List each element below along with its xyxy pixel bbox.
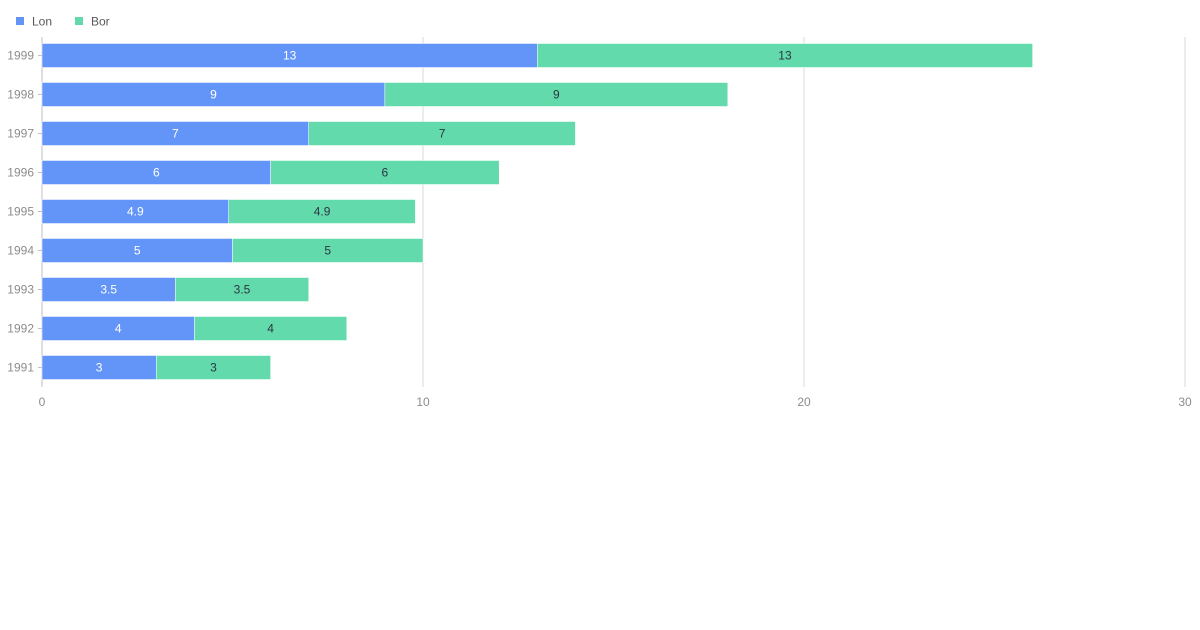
bar-bor-1996 bbox=[270, 160, 500, 185]
data-label: 6 bbox=[382, 166, 389, 180]
data-label: 4 bbox=[267, 322, 274, 336]
bar-bor-1993 bbox=[175, 277, 309, 302]
bar-bor-1994 bbox=[232, 238, 424, 263]
bar-lon-1997 bbox=[41, 121, 309, 146]
data-label: 9 bbox=[553, 88, 560, 102]
legend-marker-bor bbox=[75, 17, 83, 25]
data-label: 7 bbox=[172, 127, 179, 141]
y-tick-label: 1999 bbox=[7, 49, 34, 63]
legend-label-bor: Bor bbox=[91, 15, 110, 29]
bar-bor-1998 bbox=[384, 82, 729, 107]
y-tick-label: 1993 bbox=[7, 283, 34, 297]
data-label: 3 bbox=[96, 361, 103, 375]
data-label: 3.5 bbox=[100, 283, 117, 297]
y-tick-label: 1995 bbox=[7, 205, 34, 219]
bar-lon-1991 bbox=[41, 355, 157, 380]
bar-lon-1994 bbox=[41, 238, 233, 263]
bar-lon-1993 bbox=[41, 277, 176, 302]
y-tick-label: 1992 bbox=[7, 322, 34, 336]
data-label: 6 bbox=[153, 166, 160, 180]
bar-bor-1997 bbox=[308, 121, 576, 146]
data-label: 3.5 bbox=[234, 283, 251, 297]
bar-bor-1991 bbox=[156, 355, 271, 380]
data-label: 9 bbox=[210, 88, 217, 102]
y-tick-label: 1996 bbox=[7, 166, 34, 180]
bar-lon-1992 bbox=[41, 316, 195, 341]
bar-bor-1995 bbox=[228, 199, 416, 224]
data-label: 5 bbox=[134, 244, 141, 258]
x-tick-label: 30 bbox=[1178, 395, 1192, 409]
data-label: 4 bbox=[115, 322, 122, 336]
legend-marker-lon bbox=[16, 17, 24, 25]
x-tick-label: 0 bbox=[39, 395, 46, 409]
x-tick-label: 10 bbox=[416, 395, 430, 409]
bar-lon-1996 bbox=[41, 160, 271, 185]
y-tick-label: 1997 bbox=[7, 127, 34, 141]
data-label: 5 bbox=[324, 244, 331, 258]
data-label: 13 bbox=[283, 49, 297, 63]
data-label: 13 bbox=[778, 49, 792, 63]
legend-label-lon: Lon bbox=[32, 15, 52, 29]
bar-lon-1999 bbox=[41, 43, 538, 68]
y-tick-label: 1991 bbox=[7, 361, 34, 375]
data-label: 3 bbox=[210, 361, 217, 375]
data-label: 4.9 bbox=[127, 205, 144, 219]
data-label: 4.9 bbox=[314, 205, 331, 219]
data-label: 7 bbox=[439, 127, 446, 141]
x-tick-label: 20 bbox=[797, 395, 811, 409]
bar-bor-1999 bbox=[537, 43, 1033, 68]
y-tick-label: 1998 bbox=[7, 88, 34, 102]
bar-bor-1992 bbox=[194, 316, 348, 341]
bar-lon-1995 bbox=[41, 199, 229, 224]
y-tick-label: 1994 bbox=[7, 244, 34, 258]
